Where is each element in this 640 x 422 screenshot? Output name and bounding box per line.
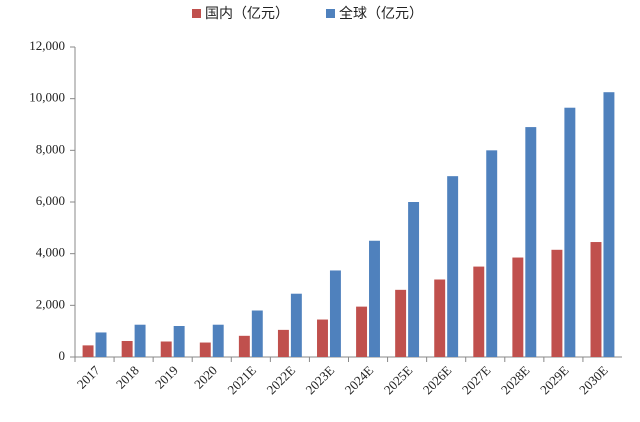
- y-tick-label: 8,000: [36, 141, 65, 156]
- bar: [173, 326, 185, 357]
- x-tick-label: 2018: [113, 363, 142, 392]
- x-tick-label: 2021E: [224, 363, 259, 398]
- legend-label: 全球（亿元）: [339, 5, 423, 22]
- x-tick-label: 2026E: [420, 363, 455, 398]
- bar: [82, 345, 94, 357]
- bar: [95, 332, 107, 357]
- y-tick-label: 4,000: [36, 245, 65, 260]
- y-tick-label: 2,000: [36, 296, 65, 311]
- y-tick-label: 10,000: [29, 90, 65, 105]
- bar: [603, 92, 615, 357]
- bar: [551, 249, 563, 357]
- legend-swatch: [192, 9, 201, 18]
- bar: [369, 240, 380, 357]
- x-tick-label: 2024E: [342, 363, 377, 398]
- bar: [564, 107, 576, 357]
- bar: [277, 329, 289, 357]
- bar: [590, 242, 602, 357]
- y-tick-label: 12,000: [29, 38, 65, 53]
- bar: [525, 127, 537, 357]
- bar: [212, 324, 224, 357]
- bar: [512, 257, 524, 357]
- x-tick-label: 2029E: [537, 363, 572, 398]
- bar: [238, 335, 250, 357]
- x-tick-label: 2020: [191, 363, 220, 392]
- x-tick-label: 2022E: [264, 363, 299, 398]
- legend-label: 国内（亿元）: [205, 6, 289, 22]
- legend-swatch: [326, 9, 335, 18]
- bar: [356, 306, 368, 357]
- x-tick-label: 2017: [74, 362, 103, 391]
- x-tick-label: 2027E: [459, 363, 494, 398]
- bar: [434, 279, 446, 357]
- x-tick-label: 2019: [152, 363, 181, 392]
- bar: [134, 324, 146, 357]
- x-tick-label: 2025E: [381, 363, 416, 398]
- bar: [199, 342, 211, 357]
- x-tick-label: 2023E: [303, 363, 338, 398]
- x-tick-label: 2030E: [576, 363, 611, 398]
- bar: [329, 270, 341, 357]
- bar: [290, 293, 302, 357]
- y-tick-label: 6,000: [36, 193, 65, 208]
- bar: [486, 150, 498, 357]
- y-tick-label: 0: [59, 348, 66, 363]
- bar: [317, 319, 328, 357]
- bar: [473, 266, 485, 357]
- bar: [251, 310, 263, 357]
- bar: [408, 202, 420, 357]
- x-tick-label: 2028E: [498, 363, 533, 398]
- bar: [121, 340, 133, 357]
- bar: [447, 176, 459, 357]
- bar: [160, 341, 172, 357]
- bar: [395, 289, 407, 357]
